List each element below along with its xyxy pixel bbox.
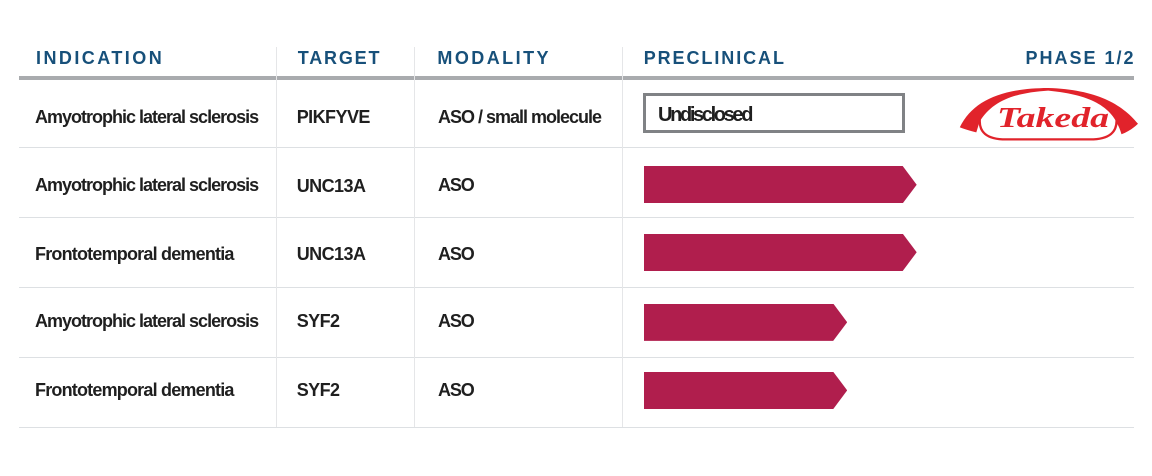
svg-text:Takeda: Takeda [997, 103, 1109, 134]
